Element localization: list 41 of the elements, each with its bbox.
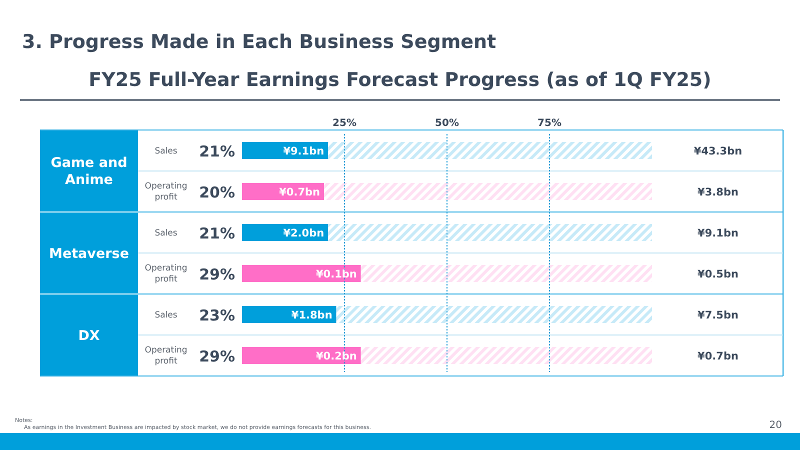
text: ¥0.5bn: [698, 268, 738, 280]
x-tick-label: 75%: [538, 118, 562, 129]
text: ¥9.1bn: [698, 228, 738, 240]
bar: [336, 306, 652, 323]
chart-subtitle: FY25 Full-Year Earnings Forecast Progress (as of 1Q FY25): [88, 69, 712, 91]
x-tick-label: 50%: [435, 118, 459, 129]
y-tick-label: Operating profit: [144, 346, 188, 366]
annotation: ¥0.1bn: [316, 268, 357, 280]
x-tick-label: 25%: [332, 118, 356, 129]
data-label: 29%: [199, 266, 235, 284]
bar: [324, 183, 652, 200]
annotation: ¥9.1bn: [283, 146, 324, 158]
text: 20: [769, 420, 782, 431]
text: Game and Anime: [50, 155, 128, 188]
y-tick-label: Operating profit: [144, 182, 188, 202]
bar: [360, 265, 652, 282]
annotation: ¥0.7bn: [279, 186, 320, 198]
text: Metaverse: [49, 246, 129, 262]
annotation: ¥2.0bn: [283, 228, 324, 240]
bar: [360, 347, 652, 364]
bar: [328, 224, 652, 241]
text: DX: [78, 328, 100, 344]
chart-title: 3. Progress Made in Each Business Segment: [22, 31, 496, 53]
bar: [242, 265, 361, 282]
text: ¥7.5bn: [698, 310, 738, 322]
bar: [328, 142, 652, 159]
data-label: 20%: [199, 184, 235, 202]
text: ¥43.3bn: [694, 146, 742, 158]
text: ¥0.7bn: [698, 350, 738, 362]
data-label: 29%: [199, 348, 235, 366]
annotation: ¥1.8bn: [291, 310, 332, 322]
bar: [242, 347, 361, 364]
y-tick-label: Sales: [154, 146, 178, 156]
data-label: 23%: [199, 306, 235, 324]
text: ¥3.8bn: [698, 186, 738, 198]
data-label: 21%: [199, 224, 235, 242]
annotation: ¥0.2bn: [316, 350, 357, 362]
y-tick-label: Sales: [154, 228, 178, 238]
y-tick-label: Operating profit: [144, 264, 188, 284]
y-tick-label: Sales: [154, 310, 178, 320]
data-label: 21%: [199, 142, 235, 160]
